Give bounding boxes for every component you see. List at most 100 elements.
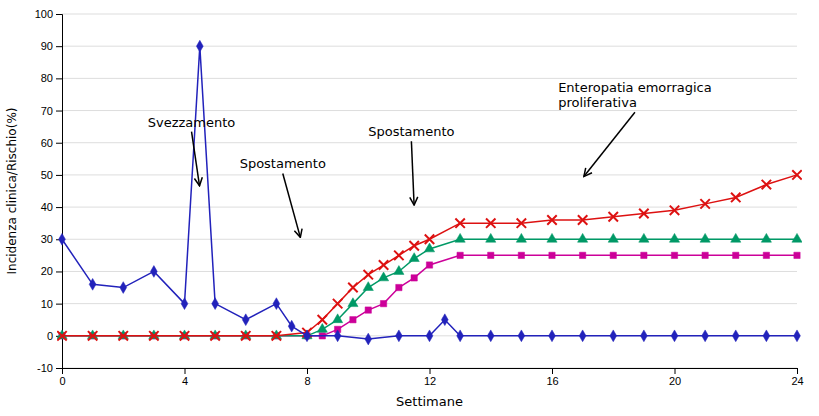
marker	[579, 330, 586, 342]
marker	[457, 330, 464, 342]
marker	[350, 317, 356, 323]
marker	[731, 193, 740, 202]
marker	[317, 323, 327, 332]
marker	[150, 266, 157, 278]
tick-label: 8	[304, 375, 310, 387]
marker	[639, 209, 648, 218]
marker	[457, 252, 463, 258]
marker	[794, 330, 801, 342]
tick: 50	[41, 169, 62, 181]
marker	[273, 298, 280, 310]
series	[59, 40, 801, 345]
tick-mark	[56, 111, 62, 112]
marker	[578, 233, 588, 242]
marker	[702, 330, 709, 342]
tick: 8	[304, 368, 310, 387]
tick-mark	[56, 46, 62, 47]
marker	[181, 298, 188, 310]
grid-line	[62, 174, 797, 175]
marker	[210, 331, 219, 340]
tick-mark	[56, 78, 62, 79]
tick-label: 10	[41, 298, 53, 310]
tick: 80	[41, 72, 62, 84]
tick-label: 80	[41, 72, 53, 84]
marker	[488, 252, 494, 258]
series-group	[57, 40, 802, 345]
y-axis: -100102030405060708090100	[35, 8, 63, 374]
tick-label: 24	[791, 375, 803, 387]
marker	[547, 215, 556, 224]
marker	[517, 218, 526, 227]
marker	[441, 314, 448, 326]
annotation: Svezzamento	[148, 115, 236, 130]
marker	[792, 233, 802, 242]
tick-mark	[56, 271, 62, 272]
tick: 16	[546, 368, 558, 387]
marker	[196, 40, 203, 52]
marker	[149, 331, 158, 340]
tick-label: 20	[41, 265, 53, 277]
marker	[426, 262, 432, 268]
x-axis-title: Settimane	[396, 394, 463, 409]
marker	[761, 233, 771, 242]
marker	[365, 333, 372, 345]
tick: 0	[59, 368, 65, 387]
marker	[395, 330, 402, 342]
marker	[57, 331, 66, 340]
axis-line	[56, 15, 63, 369]
tick-mark	[56, 304, 62, 305]
annotation: Enteropatia emorragicaproliferativa	[558, 80, 712, 110]
marker	[487, 330, 494, 342]
tick-label: 0	[59, 375, 65, 387]
series	[59, 252, 800, 339]
tick-label: 50	[41, 169, 53, 181]
tick: 90	[41, 40, 62, 52]
marker	[318, 315, 327, 324]
tick-mark	[56, 143, 62, 144]
tick-mark	[675, 368, 676, 374]
marker	[426, 330, 433, 342]
marker	[670, 206, 679, 215]
marker	[394, 266, 404, 275]
tick-label: 12	[424, 375, 436, 387]
marker	[365, 307, 371, 313]
marker	[364, 270, 373, 279]
tick-label: 70	[41, 105, 53, 117]
tick: 40	[41, 201, 62, 213]
tick-mark	[56, 368, 62, 369]
tick-mark	[552, 368, 553, 374]
tick: 70	[41, 105, 62, 117]
marker	[733, 252, 739, 258]
tick: 20	[41, 265, 62, 277]
marker	[762, 180, 771, 189]
marker	[731, 233, 741, 242]
tick-label: 100	[35, 8, 53, 20]
marker	[518, 330, 525, 342]
tick: 12	[424, 368, 436, 387]
marker	[671, 330, 678, 342]
marker	[547, 233, 557, 242]
tick-label: -10	[37, 362, 53, 374]
tick-mark	[185, 368, 186, 374]
marker	[455, 233, 465, 242]
annotation: Spostamento	[368, 124, 454, 139]
line	[62, 175, 797, 336]
grid-line	[62, 14, 797, 15]
tick-label: 60	[41, 137, 53, 149]
grid-line	[62, 142, 797, 143]
chart: 04812162024-100102030405060708090100Svez…	[0, 0, 819, 416]
marker	[610, 330, 617, 342]
tick-label: 20	[669, 375, 681, 387]
marker	[763, 330, 770, 342]
marker	[609, 212, 618, 221]
tick-label: 0	[47, 330, 53, 342]
marker	[304, 330, 311, 342]
annotation-arrow	[584, 112, 635, 176]
tick: -10	[37, 362, 62, 374]
tick-label: 90	[41, 40, 53, 52]
marker	[409, 241, 418, 250]
marker	[516, 233, 526, 242]
marker	[640, 330, 647, 342]
marker	[486, 218, 495, 227]
marker	[671, 252, 677, 258]
